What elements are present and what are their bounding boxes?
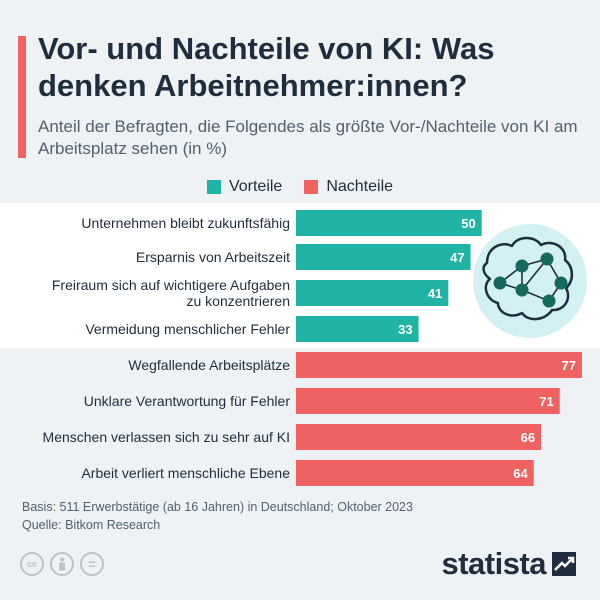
- no-derivatives-icon[interactable]: =: [80, 552, 104, 576]
- chart-subtitle: Anteil der Befragten, die Folgendes als …: [38, 117, 578, 158]
- bar-advantage-3: [296, 280, 449, 306]
- category-label-advantage-3: Freiraum sich auf wichtigere Aufgaben zu …: [52, 277, 290, 309]
- category-label-disadvantage-4: Arbeit verliert menschliche Ebene: [81, 465, 290, 481]
- bar-chart: 50 Unternehmen bleibt zukunftsfähig 47 Ersp…: [0, 203, 600, 490]
- value-label-advantage-3: 41: [428, 286, 442, 301]
- statista-logo-icon: [552, 552, 576, 576]
- bar-advantage-1: [296, 210, 482, 236]
- legend: Vorteile Nachteile: [0, 177, 600, 197]
- category-label-disadvantage-2: Unklare Verantwortung für Fehler: [84, 393, 291, 409]
- license-icons: cc =: [20, 552, 104, 576]
- category-label-disadvantage-1: Wegfallende Arbeitsplätze: [128, 357, 290, 373]
- legend-label-advantages: Vorteile: [228, 178, 283, 195]
- value-label-advantage-2: 47: [450, 250, 464, 265]
- footnote-source: Quelle: Bitkom Research: [22, 518, 161, 532]
- bar-disadvantage-1: [296, 352, 582, 378]
- footnote: Basis: 511 Erwerbstätige (ab 16 Jahren) …: [22, 498, 582, 534]
- bar-disadvantage-2: [296, 388, 560, 414]
- category-label-advantage-1: Unternehmen bleibt zukunftsfähig: [81, 215, 290, 231]
- category-label-disadvantage-3: Menschen verlassen sich zu sehr auf KI: [43, 429, 290, 445]
- bar-advantage-4: [296, 316, 419, 342]
- statista-logo[interactable]: statista: [441, 546, 576, 582]
- legend-item-advantages: Vorteile: [206, 178, 283, 196]
- bar-advantage-2: [296, 244, 471, 270]
- creative-commons-icon[interactable]: cc: [20, 552, 44, 576]
- bar-chart-svg: 50 Unternehmen bleibt zukunftsfähig 47 Ersp…: [43, 210, 587, 486]
- value-label-disadvantage-1: 77: [562, 358, 576, 373]
- value-label-disadvantage-4: 64: [513, 466, 528, 481]
- legend-label-disadvantages: Nachteile: [326, 178, 394, 195]
- value-label-disadvantage-2: 71: [539, 394, 553, 409]
- legend-swatch-disadvantages: [304, 180, 319, 194]
- value-label-advantage-1: 50: [461, 216, 475, 231]
- value-label-disadvantage-3: 66: [521, 430, 535, 445]
- chart-title: Vor- und Nachteile von KI: Was denken Ar…: [38, 31, 495, 103]
- attribution-person-icon[interactable]: [50, 552, 74, 576]
- title-accent-bar: [18, 36, 26, 158]
- legend-swatch-advantages: [206, 180, 221, 194]
- brain-network-icon: [473, 224, 587, 338]
- category-label-advantage-2: Ersparnis von Arbeitszeit: [136, 249, 290, 265]
- category-label-advantage-4: Vermeidung menschlicher Fehler: [85, 321, 290, 337]
- footnote-basis: Basis: 511 Erwerbstätige (ab 16 Jahren) …: [22, 500, 413, 514]
- bar-disadvantage-4: [296, 460, 534, 486]
- legend-item-disadvantages: Nachteile: [304, 178, 393, 196]
- bar-disadvantage-3: [296, 424, 542, 450]
- value-label-advantage-4: 33: [398, 322, 412, 337]
- brand-name: statista: [441, 546, 546, 581]
